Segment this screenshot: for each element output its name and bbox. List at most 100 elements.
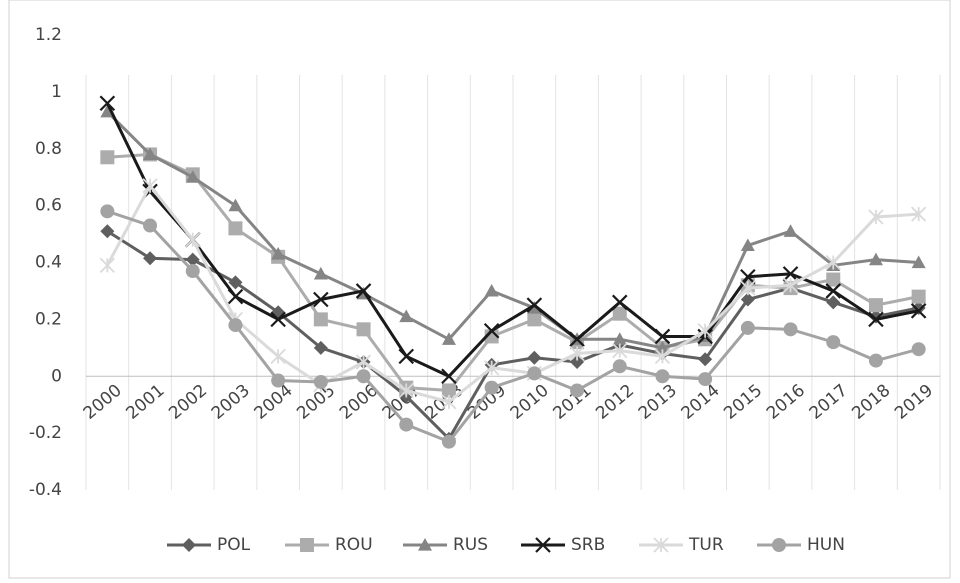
marker <box>535 537 551 553</box>
marker <box>228 275 243 290</box>
marker <box>399 309 414 323</box>
marker <box>740 320 755 335</box>
marker <box>185 232 201 248</box>
marker <box>911 255 926 269</box>
marker <box>270 348 286 364</box>
marker <box>100 104 115 118</box>
marker <box>653 537 669 553</box>
marker <box>697 323 713 339</box>
marker <box>655 369 670 384</box>
y-tick-label: -0.4 <box>29 480 62 500</box>
series-line <box>106 209 920 444</box>
y-tick-label: 0.8 <box>35 139 62 159</box>
marker <box>911 342 926 357</box>
marker <box>313 312 328 327</box>
marker <box>868 209 884 225</box>
marker <box>740 268 756 285</box>
marker <box>418 538 432 551</box>
marker <box>483 322 500 339</box>
y-tick-label: 1 <box>51 82 62 102</box>
marker <box>698 372 713 387</box>
marker <box>271 246 286 260</box>
marker <box>99 257 115 273</box>
marker <box>570 383 585 398</box>
chart-border <box>8 0 951 579</box>
marker <box>313 340 328 355</box>
marker <box>740 280 756 296</box>
marker <box>782 266 799 282</box>
marker <box>911 289 926 304</box>
marker <box>398 348 415 365</box>
legend-label: TUR <box>688 535 724 555</box>
legend-label: SRB <box>571 535 605 555</box>
legend-label: ROU <box>335 535 373 555</box>
marker <box>182 538 196 552</box>
marker <box>399 417 414 432</box>
marker <box>484 380 499 395</box>
marker <box>740 292 755 307</box>
marker <box>185 252 200 267</box>
marker <box>826 295 841 310</box>
marker <box>782 277 799 293</box>
marker <box>484 360 500 376</box>
series-line <box>107 152 919 393</box>
marker <box>772 538 786 552</box>
marker <box>911 206 927 222</box>
y-tick-label: 0.6 <box>35 196 62 216</box>
marker <box>910 303 927 319</box>
series-line <box>106 110 919 350</box>
marker <box>99 95 116 112</box>
marker <box>300 538 314 552</box>
marker <box>868 353 883 368</box>
marker <box>441 383 456 398</box>
marker <box>270 311 286 328</box>
marker <box>100 150 115 165</box>
marker <box>228 198 243 212</box>
marker <box>143 218 158 233</box>
marker <box>228 221 243 236</box>
marker <box>527 366 542 381</box>
marker <box>612 306 627 321</box>
marker <box>569 345 585 362</box>
marker <box>569 331 585 348</box>
y-tick-label: 1.2 <box>35 25 62 45</box>
marker <box>356 369 371 384</box>
marker <box>655 340 670 354</box>
marker <box>355 283 372 299</box>
marker <box>227 288 244 305</box>
marker <box>825 283 842 299</box>
y-tick-label: -0.2 <box>29 423 62 443</box>
marker <box>271 373 286 388</box>
marker <box>143 251 158 266</box>
marker <box>783 224 798 237</box>
marker <box>526 297 543 313</box>
marker <box>356 322 371 337</box>
marker <box>654 328 671 345</box>
marker <box>612 332 627 345</box>
marker <box>527 350 542 365</box>
marker <box>611 294 628 311</box>
marker <box>100 204 115 219</box>
legend-label: RUS <box>453 535 488 555</box>
marker <box>527 312 542 327</box>
marker <box>570 355 585 370</box>
marker <box>441 394 457 410</box>
marker <box>740 238 755 252</box>
y-tick-label: 0.4 <box>35 253 62 273</box>
marker <box>441 368 457 385</box>
marker <box>484 283 499 297</box>
legend-label: POL <box>217 535 251 555</box>
series-line <box>106 229 919 442</box>
marker <box>313 291 329 308</box>
marker <box>143 147 158 161</box>
marker <box>313 374 328 389</box>
y-tick-label: 0.2 <box>35 309 62 329</box>
marker <box>826 272 841 287</box>
marker <box>313 266 328 280</box>
marker <box>527 301 542 314</box>
marker <box>100 224 115 239</box>
y-tick-label: 0 <box>51 366 62 386</box>
marker <box>868 311 884 328</box>
